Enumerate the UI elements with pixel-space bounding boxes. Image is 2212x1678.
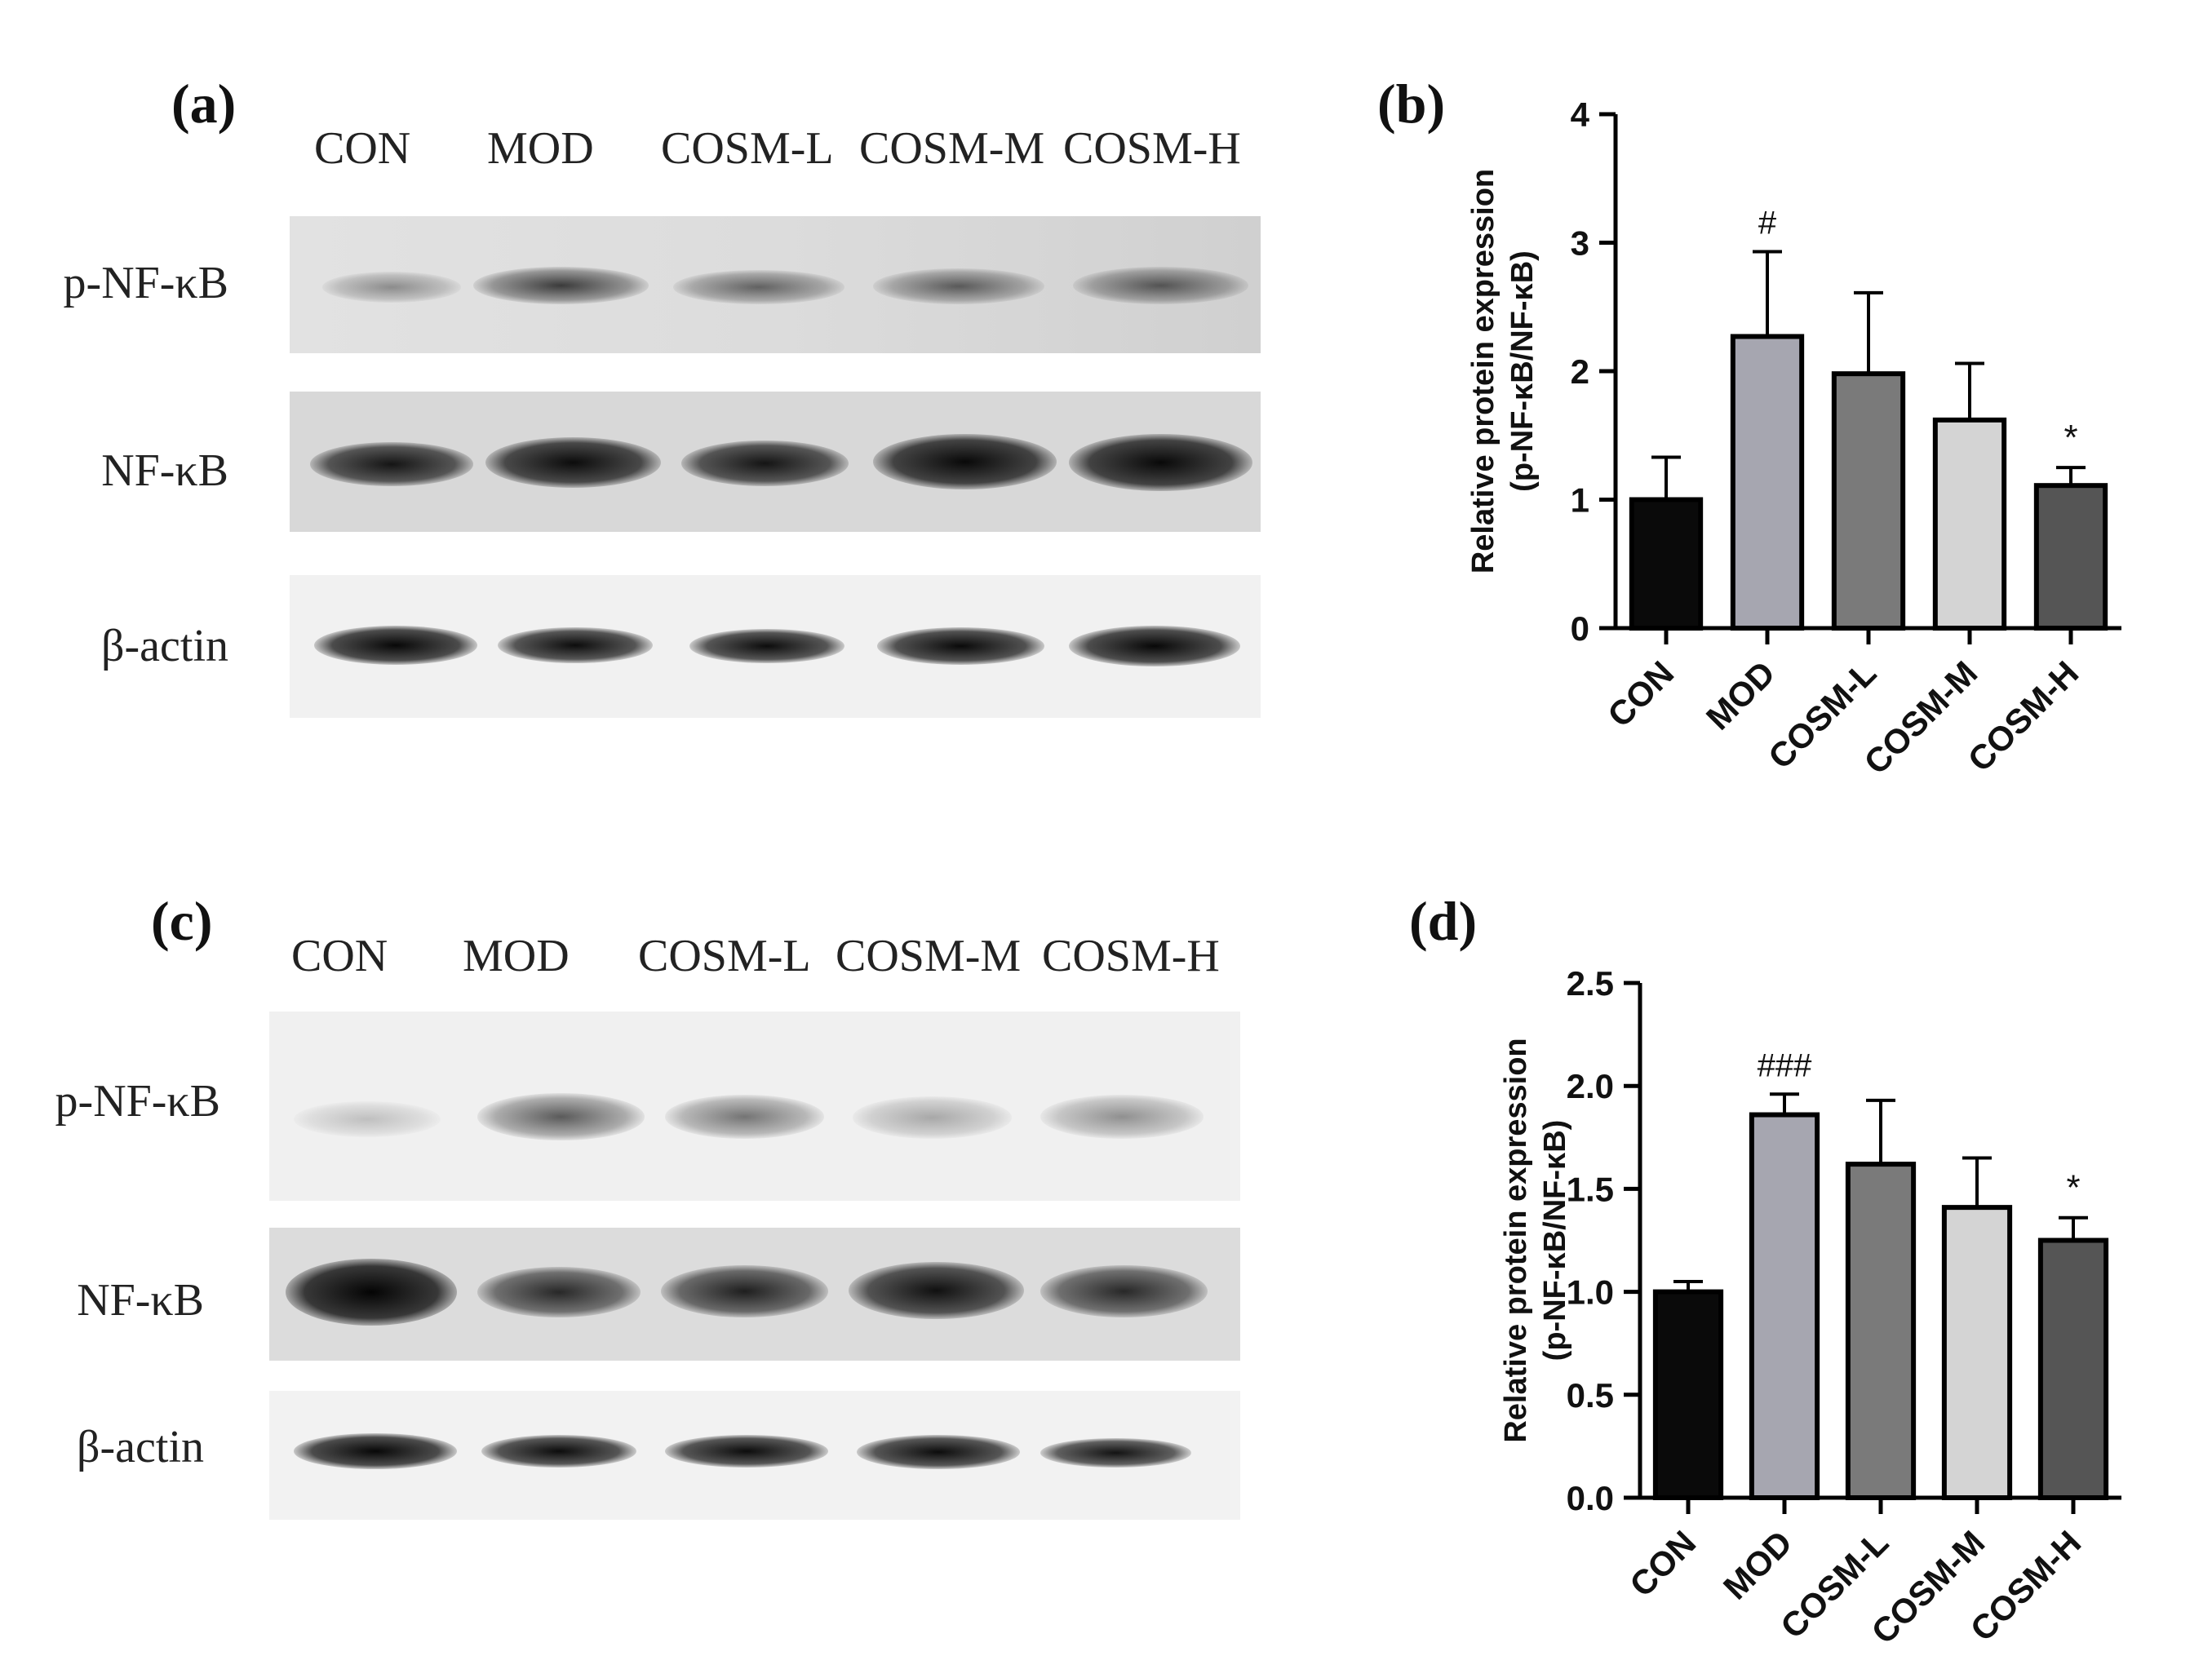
- bar: [1652, 1289, 1724, 1500]
- bar: [1932, 417, 2007, 631]
- row-label: p-NF-κB: [63, 258, 228, 308]
- bar: [1845, 1162, 1917, 1501]
- blot-band: [665, 1095, 824, 1139]
- blot-band: [661, 1265, 828, 1317]
- blot-band: [286, 1259, 457, 1326]
- blot-strip-nfkb: [290, 392, 1261, 532]
- x-tick-label: CON: [1600, 653, 1681, 734]
- y-tick-label: 0.5: [1567, 1376, 1614, 1415]
- panel-label-b: (b): [1377, 73, 1446, 135]
- blot-band: [294, 1101, 441, 1137]
- panel-label-a: (a): [171, 73, 237, 135]
- blot-strip-p-nfkb: [290, 216, 1261, 353]
- y-tick-label: 1.0: [1567, 1273, 1614, 1312]
- y-axis-label: (p-NF-κB/NF-κB): [1538, 1120, 1572, 1361]
- y-tick-label: 4: [1571, 95, 1590, 134]
- x-tick-label: MOD: [1716, 1523, 1800, 1607]
- row-label: p-NF-κB: [55, 1076, 220, 1127]
- lane-label: COSM-H: [1042, 931, 1220, 981]
- lane-label: CON: [314, 123, 411, 174]
- y-tick-label: 2.5: [1567, 964, 1614, 1003]
- y-axis-label: Relative protein expression: [1499, 1038, 1533, 1442]
- panel-label-d: (d): [1409, 890, 1478, 952]
- blot-band: [1040, 1095, 1204, 1139]
- blot-band: [853, 1096, 1012, 1139]
- row-label: NF-κB: [101, 445, 228, 496]
- lane-label: MOD: [487, 123, 594, 174]
- blot-band: [1040, 1438, 1191, 1468]
- y-axis-label: (p-NF-κB/NF-κB): [1505, 250, 1540, 492]
- bar: [1730, 334, 1805, 631]
- significance-mark: ###: [1758, 1047, 1812, 1083]
- y-tick-label: 1.5: [1567, 1170, 1614, 1208]
- blot-band: [477, 1267, 641, 1317]
- lane-label: COSM-H: [1063, 123, 1241, 174]
- lane-label: CON: [291, 931, 388, 981]
- y-tick-label: 3: [1571, 224, 1589, 263]
- y-axis-label: Relative protein expression: [1466, 169, 1501, 573]
- lane-label: COSM-L: [638, 931, 811, 981]
- bar: [2037, 1237, 2109, 1500]
- lane-label: MOD: [463, 931, 570, 981]
- blot-strip-beta-actin: [290, 575, 1261, 718]
- blot-band: [689, 629, 844, 663]
- x-tick-label: COSM-M: [1856, 653, 1984, 781]
- row-label: β-actin: [101, 621, 228, 671]
- blot-band: [1073, 267, 1248, 304]
- blot-band: [477, 1093, 645, 1140]
- blot-band: [473, 267, 649, 304]
- blot-strip-beta-actin: [269, 1391, 1240, 1520]
- bar: [1749, 1112, 1820, 1500]
- y-tick-label: 2: [1571, 352, 1589, 391]
- y-tick-label: 0: [1571, 609, 1589, 648]
- lane-label: COSM-M: [836, 931, 1022, 981]
- blot-band: [873, 434, 1057, 489]
- lane-label: COSM-M: [859, 123, 1045, 174]
- bar-chart-b: 0 1 2 3 4 Relative protein expression (p-NF-κB…: [1466, 95, 2121, 781]
- y-tick-label: 0.0: [1567, 1479, 1614, 1517]
- y-tick-label: 1: [1571, 481, 1589, 520]
- x-tick-label: CON: [1622, 1523, 1703, 1604]
- x-tick-label: MOD: [1699, 653, 1783, 737]
- panel-label-c: (c): [151, 890, 213, 952]
- row-label: β-actin: [77, 1422, 204, 1472]
- blot-band: [873, 268, 1044, 304]
- blot-band: [877, 627, 1044, 665]
- blot-band: [857, 1435, 1020, 1469]
- blot-band: [314, 626, 477, 665]
- significance-mark: *: [2066, 1168, 2080, 1208]
- blot-strip-p-nfkb: [269, 1012, 1240, 1201]
- significance-mark: *: [2063, 418, 2077, 458]
- x-tick-label: COSM-H: [1961, 653, 2086, 779]
- blot-band: [1069, 434, 1252, 491]
- row-label: NF-κB: [77, 1275, 204, 1326]
- blot-band: [485, 437, 661, 488]
- significance-mark: #: [1758, 206, 1777, 241]
- bar: [2033, 483, 2108, 631]
- lane-label: COSM-L: [661, 123, 834, 174]
- blot-band: [665, 1435, 828, 1468]
- blot-band: [1069, 626, 1240, 666]
- blot-strip-nfkb: [269, 1228, 1240, 1361]
- blot-band: [481, 1435, 636, 1468]
- y-tick-label: 2.0: [1567, 1067, 1614, 1105]
- bar: [1831, 371, 1906, 631]
- blot-band: [498, 627, 653, 663]
- blot-band: [1040, 1265, 1208, 1317]
- blot-band: [681, 441, 849, 486]
- blot-band: [294, 1433, 457, 1469]
- blot-band: [322, 272, 461, 303]
- bar-chart-d: 0.0 0.5 1.0 1.5 2.0 2.5 Relative protein expre…: [1499, 964, 2121, 1651]
- bar: [1941, 1205, 2013, 1500]
- blot-band: [673, 270, 844, 304]
- blot-band: [310, 442, 473, 486]
- blot-band: [849, 1262, 1024, 1319]
- bar: [1629, 497, 1704, 631]
